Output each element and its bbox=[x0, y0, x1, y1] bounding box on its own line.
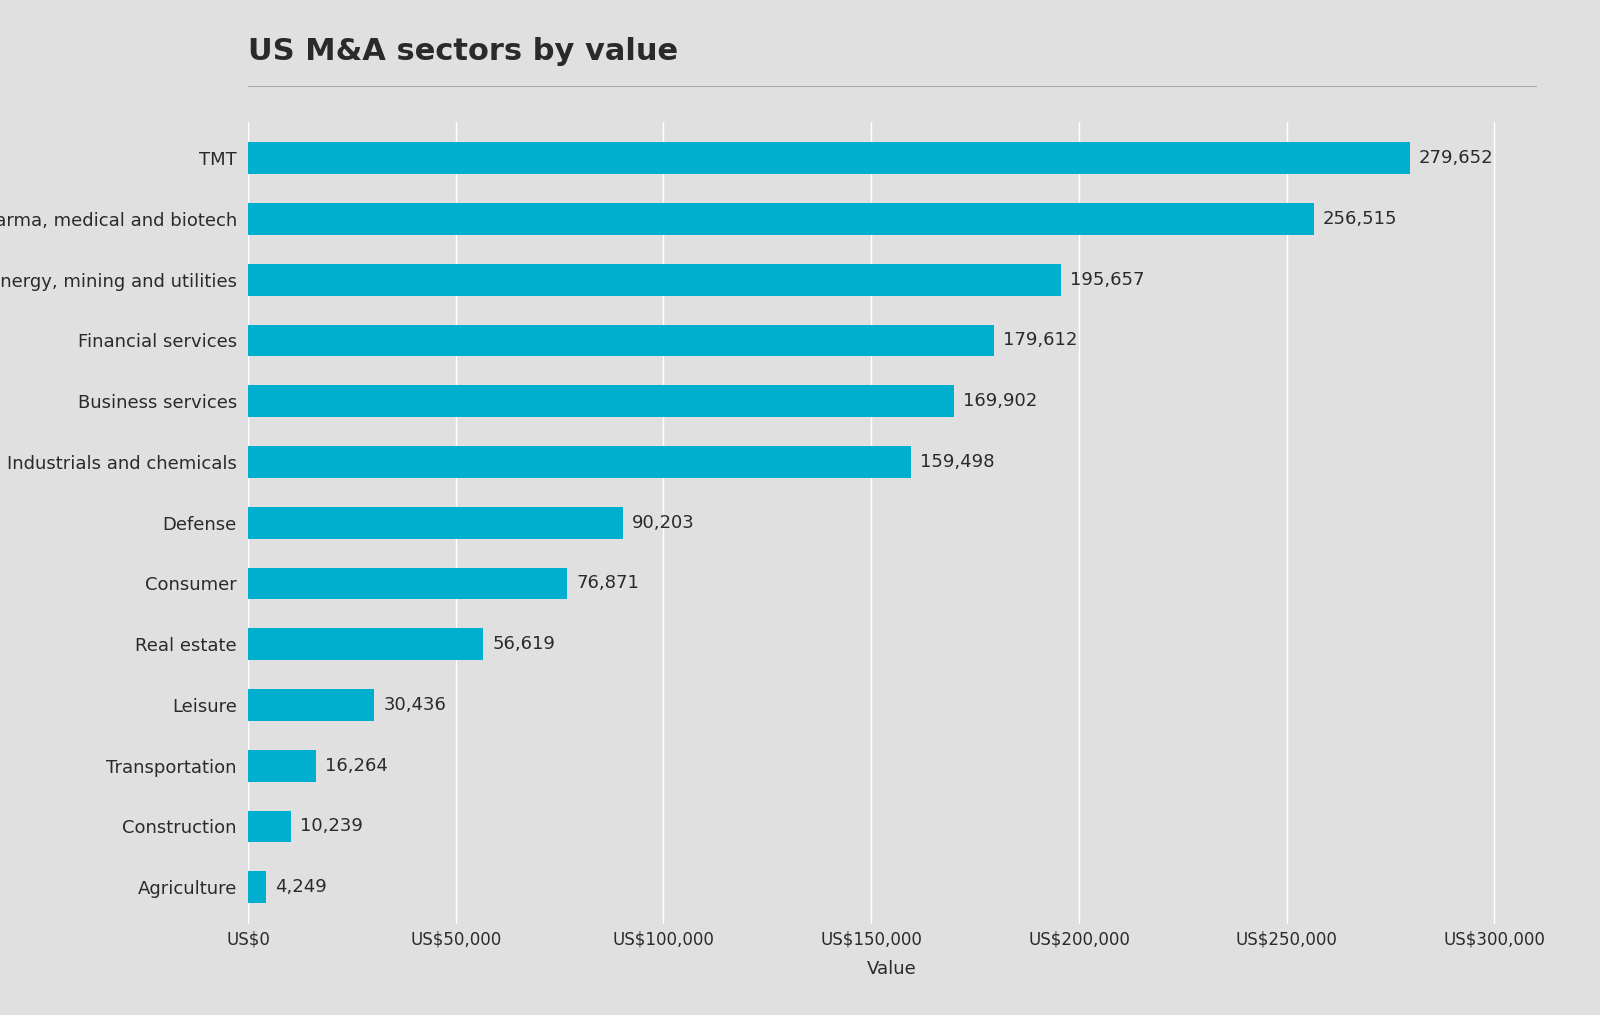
Text: 169,902: 169,902 bbox=[963, 392, 1037, 410]
Bar bbox=[248, 628, 483, 660]
Text: US M&A sectors by value: US M&A sectors by value bbox=[248, 37, 678, 66]
Bar bbox=[248, 811, 291, 842]
Text: 30,436: 30,436 bbox=[384, 696, 446, 714]
Text: 56,619: 56,619 bbox=[493, 635, 555, 654]
Bar bbox=[248, 203, 1314, 234]
Text: 16,264: 16,264 bbox=[325, 757, 387, 774]
Bar bbox=[248, 506, 622, 539]
Text: 179,612: 179,612 bbox=[1003, 332, 1078, 349]
Bar bbox=[248, 750, 315, 782]
Text: 90,203: 90,203 bbox=[632, 514, 694, 532]
Bar bbox=[248, 142, 1410, 174]
Bar bbox=[248, 264, 1061, 295]
Text: 159,498: 159,498 bbox=[920, 453, 994, 471]
Bar bbox=[248, 447, 910, 478]
X-axis label: Value: Value bbox=[867, 960, 917, 977]
Bar bbox=[248, 689, 374, 721]
Text: 279,652: 279,652 bbox=[1419, 149, 1494, 167]
Text: 76,871: 76,871 bbox=[576, 574, 640, 593]
Text: 10,239: 10,239 bbox=[299, 817, 363, 835]
Bar bbox=[248, 325, 994, 356]
Bar bbox=[248, 386, 954, 417]
Bar bbox=[248, 872, 266, 903]
Text: 195,657: 195,657 bbox=[1070, 271, 1144, 288]
Bar bbox=[248, 567, 568, 599]
Text: 4,249: 4,249 bbox=[275, 878, 326, 896]
Text: 256,515: 256,515 bbox=[1323, 210, 1397, 228]
